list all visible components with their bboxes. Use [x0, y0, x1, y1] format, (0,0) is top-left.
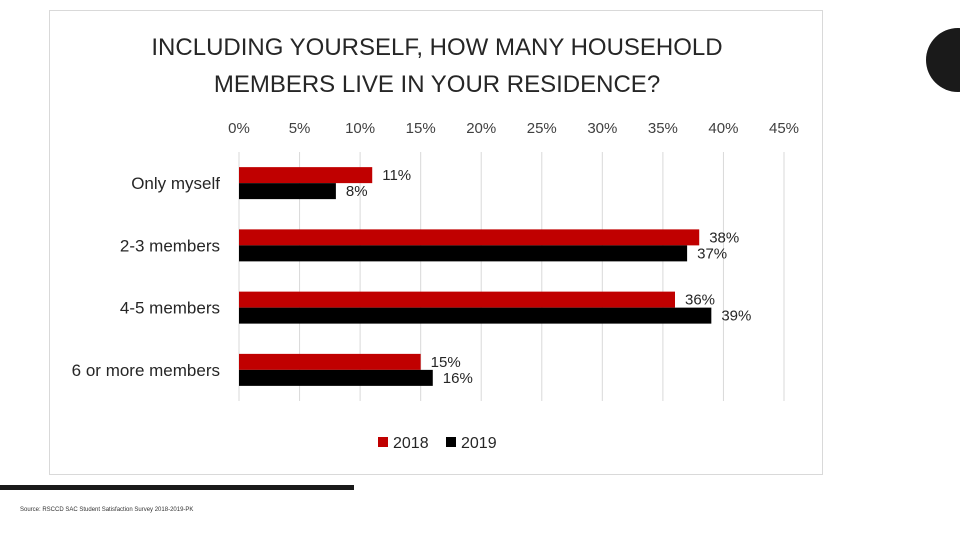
data-label-2018: 15%: [431, 354, 461, 371]
x-tick-label: 0%: [228, 120, 250, 137]
bar-2018: [239, 229, 700, 246]
x-tick-label: 30%: [587, 120, 617, 137]
legend-swatch-2019: [446, 437, 456, 447]
legend-label-2018: 2018: [393, 435, 429, 452]
data-label-2019: 16%: [443, 370, 473, 387]
bar-2019: [239, 245, 688, 262]
data-label-2019: 37%: [697, 245, 727, 262]
category-label: 6 or more members: [72, 361, 220, 380]
chart-title: INCLUDING YOURSELF, HOW MANY HOUSEHOLD ME…: [151, 34, 722, 98]
x-tick-label: 5%: [289, 120, 311, 137]
bar-2018: [239, 291, 675, 308]
bars: [239, 167, 712, 386]
x-tick-label: 20%: [466, 120, 496, 137]
bar-chart: INCLUDING YOURSELF, HOW MANY HOUSEHOLD ME…: [72, 34, 799, 452]
page-number: 23: [914, 54, 926, 65]
x-tick-label: 45%: [769, 120, 799, 137]
category-label: Only myself: [131, 174, 220, 193]
bar-2019: [239, 307, 712, 324]
bar-2019: [239, 183, 336, 200]
x-tick-label: 10%: [345, 120, 375, 137]
category-label: 2-3 members: [120, 236, 220, 255]
bar-2018: [239, 353, 421, 370]
x-tick-label: 40%: [708, 120, 738, 137]
data-label-2018: 11%: [382, 167, 411, 184]
x-tick-label: 25%: [527, 120, 557, 137]
footer-rule: [0, 485, 354, 490]
data-labels: 11% 8% 38%37% 36% 39% 15%16%: [346, 167, 751, 387]
data-label-2019: 39%: [721, 308, 751, 325]
x-axis-ticks: 0% 5% 10% 15% 20% 25% 30% 35% 40% 45%: [228, 120, 799, 137]
data-label-2018: 38%: [709, 229, 739, 246]
bar-2019: [239, 369, 433, 386]
x-tick-label: 35%: [648, 120, 678, 137]
x-tick-label: 15%: [406, 120, 436, 137]
legend-label-2019: 2019: [461, 435, 497, 452]
source-note: Source: RSCCD SAC Student Satisfaction S…: [20, 507, 194, 513]
bar-2018: [239, 167, 373, 184]
legend-swatch-2018: [378, 437, 388, 447]
chart-title-line: INCLUDING YOURSELF, HOW MANY HOUSEHOLD: [151, 34, 722, 61]
data-label-2018: 36%: [685, 292, 715, 309]
category-labels: Only myself 2-3 members 4-5 members 6 or mo…: [72, 174, 221, 380]
category-label: 4-5 members: [120, 299, 220, 318]
data-label-2019: 8%: [346, 183, 368, 200]
chart-title-line: MEMBERS LIVE IN YOUR RESIDENCE?: [214, 71, 660, 98]
legend: 2018 2019: [378, 435, 497, 452]
chart-frame: INCLUDING YOURSELF, HOW MANY HOUSEHOLD ME…: [49, 10, 823, 475]
